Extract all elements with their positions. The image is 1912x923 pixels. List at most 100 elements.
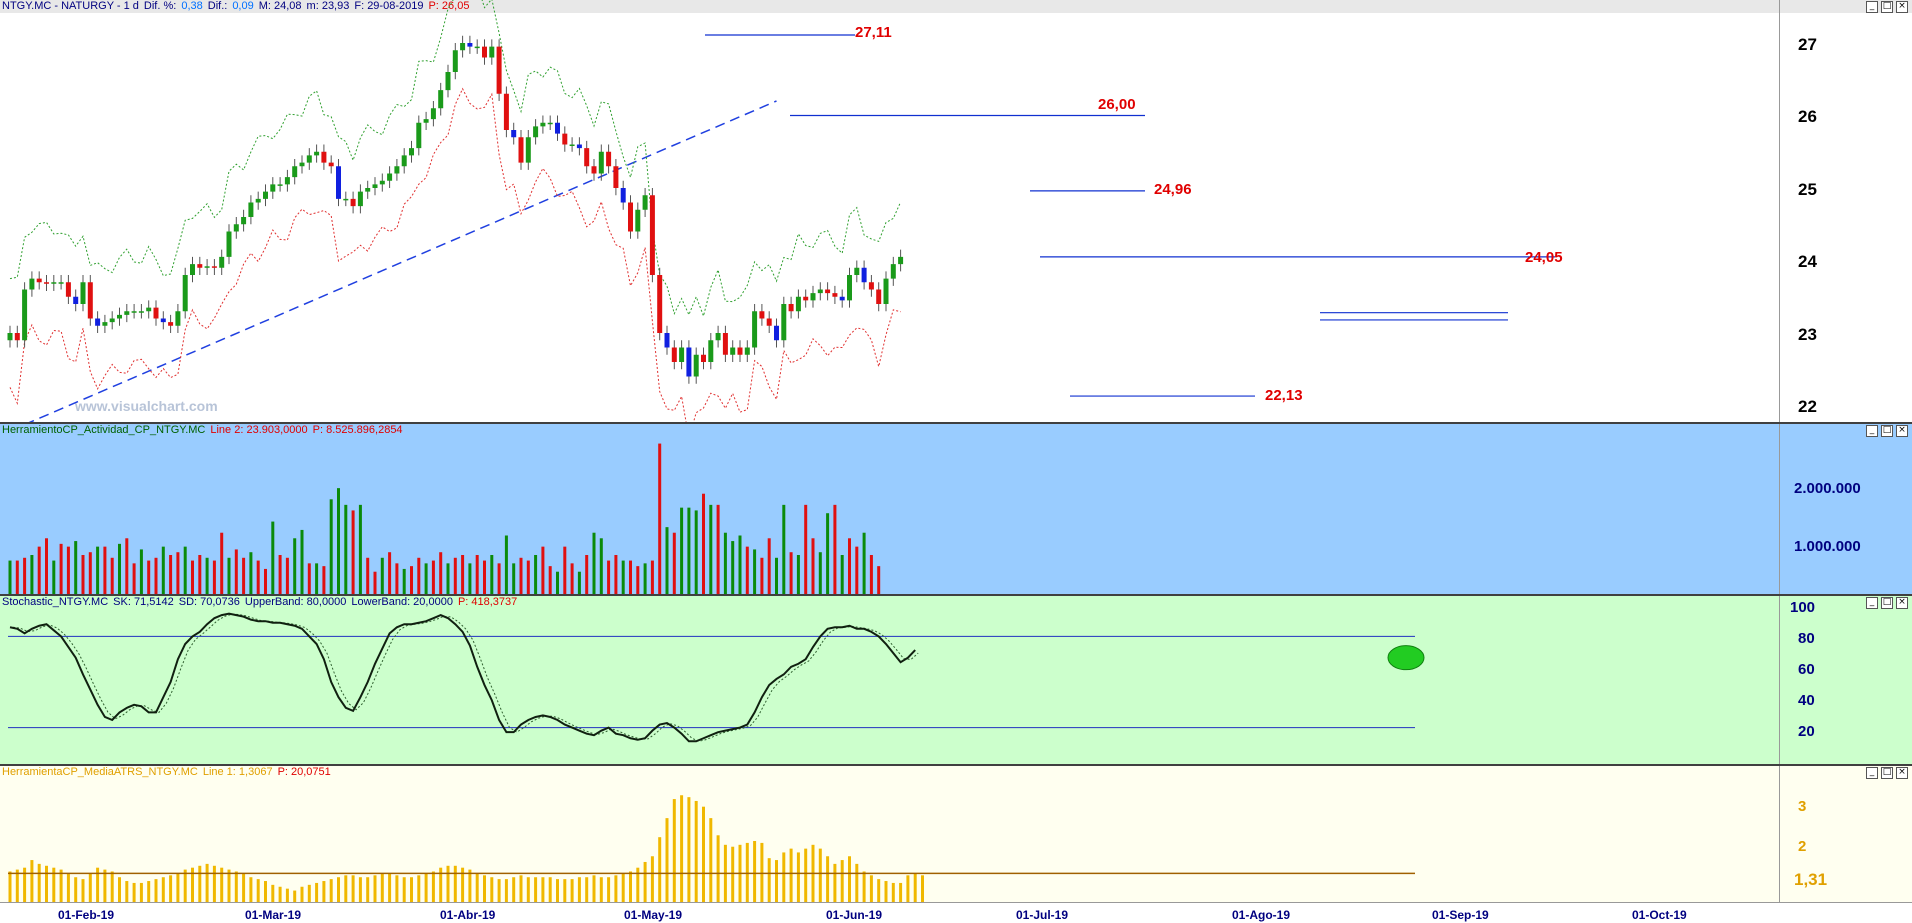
minimize-icon[interactable]: _	[1866, 1, 1878, 13]
maximize-icon[interactable]: □	[1881, 1, 1893, 13]
candle	[160, 318, 166, 323]
atr-bar	[52, 867, 56, 902]
maximize-icon[interactable]: □	[1881, 767, 1893, 779]
x-tick-apr: 01-Abr-19	[440, 908, 496, 922]
close-icon[interactable]: ×	[1896, 425, 1908, 437]
atr-bar	[818, 848, 822, 902]
atr-y-tick-3: 3	[1798, 798, 1807, 815]
price-y-axis: 27 26 25 24 23 22	[1779, 0, 1912, 422]
price-header-dif-label: Dif.:	[207, 0, 228, 12]
candle	[613, 166, 619, 188]
minimize-icon[interactable]: _	[1866, 767, 1878, 779]
volume-bar	[789, 552, 793, 594]
candle	[219, 256, 225, 268]
close-icon[interactable]: ×	[1896, 1, 1908, 13]
x-tick-feb: 01-Feb-19	[58, 908, 115, 922]
atr-bar	[220, 867, 224, 902]
volume-bar	[191, 560, 194, 594]
volume-bar	[220, 532, 224, 594]
candle	[175, 311, 181, 326]
minimize-icon[interactable]: _	[1866, 597, 1878, 609]
volume-bar	[88, 552, 92, 594]
atr-bar	[88, 873, 92, 902]
volume-bar	[8, 560, 12, 594]
atr-bar	[731, 846, 735, 902]
maximize-icon[interactable]: □	[1881, 597, 1893, 609]
atr-bar	[753, 841, 757, 902]
atr-bar	[278, 886, 282, 902]
price-chart	[7, 0, 1555, 422]
stoch-y-tick-60: 60	[1798, 661, 1815, 678]
candle	[306, 155, 312, 163]
atr-bar	[161, 877, 165, 902]
candle	[511, 130, 517, 138]
atr-bar	[147, 881, 151, 902]
minimize-icon[interactable]: _	[1866, 425, 1878, 437]
candle	[87, 282, 93, 319]
volume-bar	[205, 557, 209, 594]
candle	[255, 198, 261, 203]
candle	[336, 166, 341, 199]
candle	[438, 90, 444, 109]
atr-bar	[869, 875, 873, 902]
atr-window-buttons: _ □ ×	[1866, 766, 1908, 779]
candle	[701, 354, 706, 362]
stochastic-header: Stochastic_NTGY.MC SK: 71,5142 SD: 70,0736…	[0, 596, 522, 609]
atr-last-value: 1,31	[1794, 870, 1828, 889]
volume-bar	[738, 535, 742, 594]
stoch-sd-line	[12, 613, 919, 742]
volume-bar	[439, 552, 443, 594]
stoch-header-sd: SD: 70,0736	[178, 596, 240, 608]
atr-bar	[66, 873, 70, 902]
volume-bar	[388, 552, 392, 594]
maximize-icon[interactable]: □	[1881, 425, 1893, 437]
candle	[270, 184, 276, 192]
stochastic-y-axis: 100 80 60 40 20	[1779, 596, 1912, 764]
stochastic-panel: Stochastic_NTGY.MC SK: 71,5142 SD: 70,0736…	[0, 596, 1912, 766]
volume-bar	[410, 566, 413, 594]
candle	[36, 278, 42, 283]
volume-bar	[132, 563, 136, 594]
atr-bar	[767, 858, 771, 902]
atr-bar	[840, 860, 844, 902]
candle	[832, 293, 838, 297]
candle	[409, 148, 414, 156]
candle	[124, 311, 130, 315]
volume-header-name: HerramientoCP_Actividad_CP_NTGY.MC	[2, 424, 206, 436]
price-header-p: P: 26,05	[428, 0, 470, 12]
atr-bar	[680, 795, 684, 902]
candle	[248, 202, 254, 217]
atr-bar	[716, 835, 720, 902]
atr-bar	[775, 860, 778, 902]
volume-bar	[723, 532, 727, 594]
volume-bar	[81, 555, 85, 594]
atr-bar	[848, 856, 851, 902]
volume-bar	[614, 555, 618, 594]
candle	[861, 267, 867, 283]
atr-bar	[271, 884, 275, 902]
price-y-tick-24: 24	[1798, 252, 1817, 271]
atr-bar	[118, 877, 121, 902]
candle	[138, 311, 144, 313]
price-header-dif-pct-value: 0,38	[181, 0, 203, 12]
close-icon[interactable]: ×	[1896, 767, 1908, 779]
atr-bar	[782, 852, 786, 902]
atr-bar	[672, 799, 676, 902]
volume-bar	[840, 555, 844, 594]
close-icon[interactable]: ×	[1896, 597, 1908, 609]
stoch-header-lower: LowerBand: 20,0000	[351, 596, 453, 608]
x-tick-jun: 01-Jun-19	[826, 908, 883, 922]
volume-bar	[329, 499, 333, 594]
volume-bar	[45, 538, 48, 594]
atr-bar	[453, 865, 457, 902]
volume-bar	[264, 568, 267, 594]
volume-bar	[431, 560, 435, 594]
atr-bar	[351, 875, 355, 902]
volume-bar	[855, 546, 859, 594]
candle	[14, 333, 20, 341]
stoch-y-tick-80: 80	[1798, 630, 1815, 647]
atr-bar	[23, 867, 27, 902]
x-tick-mar: 01-Mar-19	[245, 908, 302, 922]
atr-bar	[110, 871, 114, 902]
candle	[423, 119, 429, 123]
